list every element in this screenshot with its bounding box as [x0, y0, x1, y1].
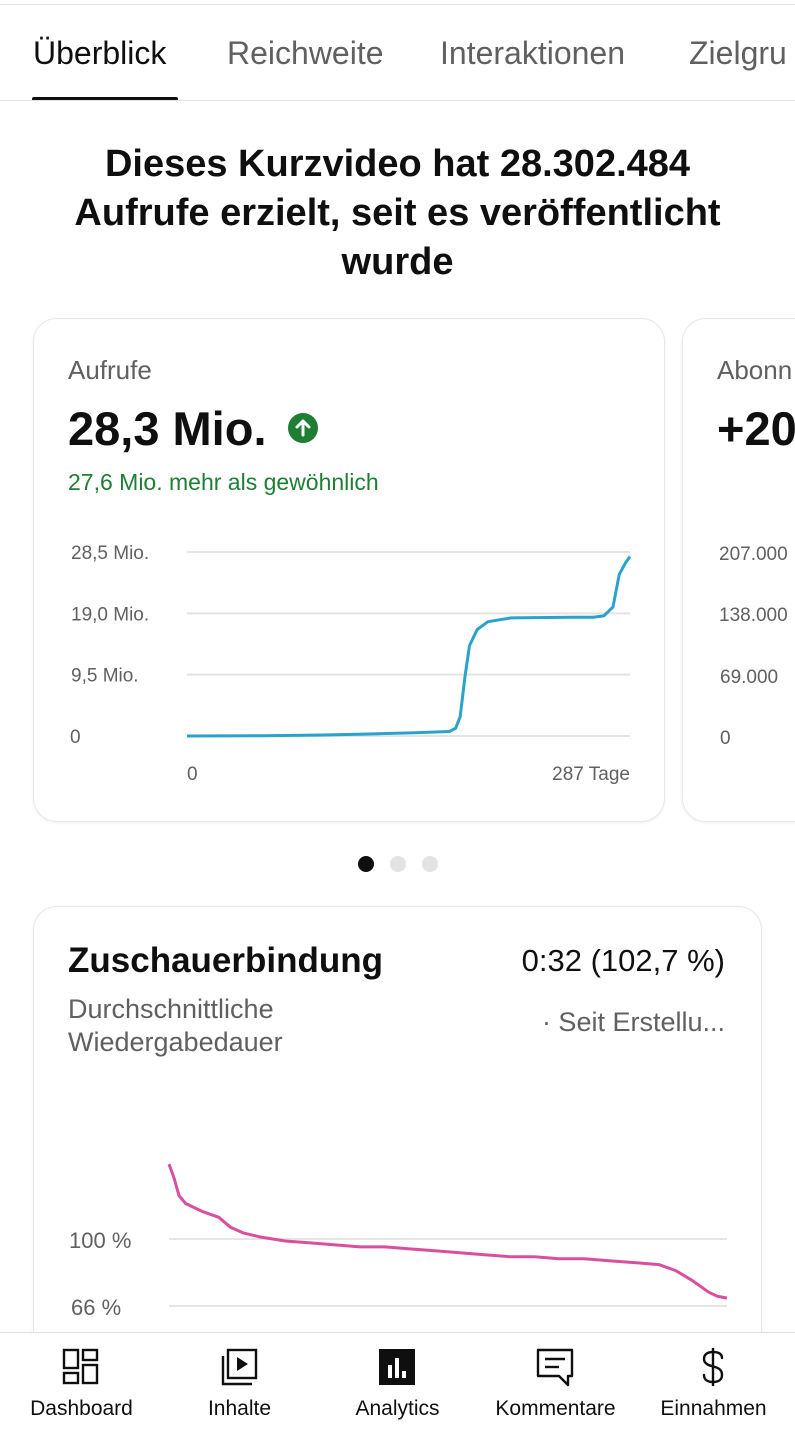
y-tick-label: 69.000 — [720, 667, 778, 688]
retention-chart: 100 % 66 % — [69, 1163, 728, 1320]
subscribers-card[interactable]: Abonn +20 207.000 138.000 69.000 0 — [682, 318, 795, 822]
y-tick-label: 19,0 Mio. — [71, 604, 149, 625]
content-icon — [221, 1348, 258, 1386]
y-tick-label: 100 % — [69, 1228, 131, 1253]
arrow-up-icon — [288, 413, 318, 443]
y-tick-label: 207.000 — [719, 544, 788, 565]
subscribers-value: +20 — [717, 402, 795, 455]
tab-ueberblick[interactable]: Überblick — [33, 35, 167, 71]
nav-label: Dashboard — [30, 1397, 133, 1420]
y-tick-label: 0 — [70, 727, 81, 748]
top-divider — [0, 0, 795, 5]
analytics-icon — [379, 1349, 415, 1385]
views-comparison: 27,6 Mio. mehr als gewöhnlich — [68, 469, 379, 495]
views-card[interactable]: Aufrufe 28,3 Mio. 27,6 Mio. mehr als gew… — [33, 318, 665, 822]
nav-analytics[interactable]: Analytics — [318, 1333, 477, 1440]
views-label: Aufrufe — [68, 355, 152, 385]
tab-zielgruppe[interactable]: Zielgru — [689, 35, 787, 71]
nav-einnahmen[interactable]: Einnahmen — [634, 1333, 793, 1440]
views-value: 28,3 Mio. — [68, 402, 267, 455]
y-tick-label: 28,5 Mio. — [71, 543, 149, 564]
nav-inhalte[interactable]: Inhalte — [160, 1333, 319, 1440]
active-tab-indicator — [32, 97, 178, 100]
page-headline: Dieses Kurzvideo hat 28.302.484 Aufrufe … — [74, 143, 721, 283]
tab-interaktionen[interactable]: Interaktionen — [440, 35, 626, 71]
nav-label: Analytics — [355, 1397, 440, 1420]
nav-dashboard[interactable]: Dashboard — [2, 1333, 161, 1440]
x-tick-label: 287 Tage — [552, 764, 630, 785]
pager-dot[interactable] — [390, 856, 406, 872]
pager-dot[interactable] — [422, 856, 438, 872]
y-tick-label: 138.000 — [719, 605, 788, 626]
y-tick-label: 0 — [720, 728, 731, 749]
retention-subtitle: Durchschnittliche Wiedergabedauer — [68, 994, 283, 1057]
subscribers-chart: 207.000 138.000 69.000 0 — [719, 544, 788, 749]
nav-label: Einnahmen — [660, 1397, 767, 1420]
retention-value: 0:32 (102,7 %) — [521, 943, 725, 978]
retention-title: Zuschauerbindung — [68, 941, 383, 980]
x-tick-label: 0 — [187, 764, 198, 785]
views-chart: 28,5 Mio. 19,0 Mio. 9,5 Mio. 0 0 287 Tage — [70, 543, 632, 785]
comments-icon — [536, 1348, 574, 1387]
tab-bar: Überblick Reichweite Interaktionen Zielg… — [0, 5, 795, 101]
views-series-line — [186, 555, 632, 738]
retention-series-line — [167, 1163, 728, 1300]
bottom-navigation: Dashboard Inhalte Analytics Kommentare — [0, 1332, 795, 1440]
dollar-icon — [702, 1348, 724, 1386]
dashboard-icon — [62, 1348, 99, 1385]
nav-label: Inhalte — [207, 1397, 272, 1420]
nav-kommentare[interactable]: Kommentare — [476, 1333, 635, 1440]
subscribers-label: Abonn — [717, 355, 793, 385]
retention-period-selector[interactable]: · Seit Erstellu... — [541, 1007, 725, 1037]
y-tick-label: 9,5 Mio. — [71, 666, 139, 687]
nav-label: Kommentare — [495, 1397, 616, 1420]
y-tick-label: 66 % — [71, 1295, 121, 1320]
tab-reichweite[interactable]: Reichweite — [227, 35, 384, 71]
pager-dot-active[interactable] — [358, 856, 374, 872]
